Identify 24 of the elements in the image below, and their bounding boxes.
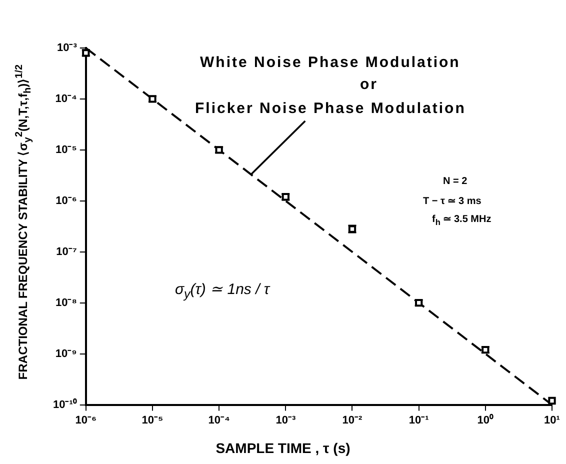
annotation: or: [360, 76, 378, 93]
x-tick-label: 10⁻²: [342, 414, 363, 426]
x-tick-label: 10⁻⁶: [75, 414, 97, 426]
y-tick-label: 10⁻⁴: [55, 93, 77, 106]
annotation: Flicker Noise Phase Modulation: [195, 100, 466, 117]
y-tick-label: 10⁻⁷: [56, 246, 78, 258]
x-axis-title: SAMPLE TIME , τ (s): [214, 440, 352, 456]
y-tick-label: 10⁻⁵: [55, 144, 77, 156]
y-tick-label: 10⁻³: [56, 42, 78, 54]
annotation: f$_{h}$ ≃ 3.5 MHz: [432, 213, 492, 227]
x-tick-label: 10¹: [544, 414, 560, 426]
x-tick-label: 10⁻⁴: [208, 414, 230, 426]
annotation: White Noise Phase Modulation: [200, 54, 460, 71]
annotation: σ$_{y}$(τ) ≃ 1ns / τ: [175, 280, 270, 301]
y-tick-label: 10⁻⁶: [56, 194, 77, 207]
x-tick-label: 10⁻³: [276, 414, 296, 426]
y-tick-label: 10⁻⁸: [55, 296, 77, 309]
annotation: T − τ ≃ 3 ms: [423, 195, 482, 207]
x-tick-label: 10⁻¹: [408, 414, 430, 426]
x-tick-label: 10⁻⁵: [142, 414, 164, 426]
annotation: N = 2: [443, 176, 468, 187]
x-tick-label: 10⁰: [477, 413, 494, 426]
y-tick-label: 10⁻¹⁰: [52, 398, 77, 411]
y-tick-label: 10⁻⁹: [55, 348, 77, 360]
